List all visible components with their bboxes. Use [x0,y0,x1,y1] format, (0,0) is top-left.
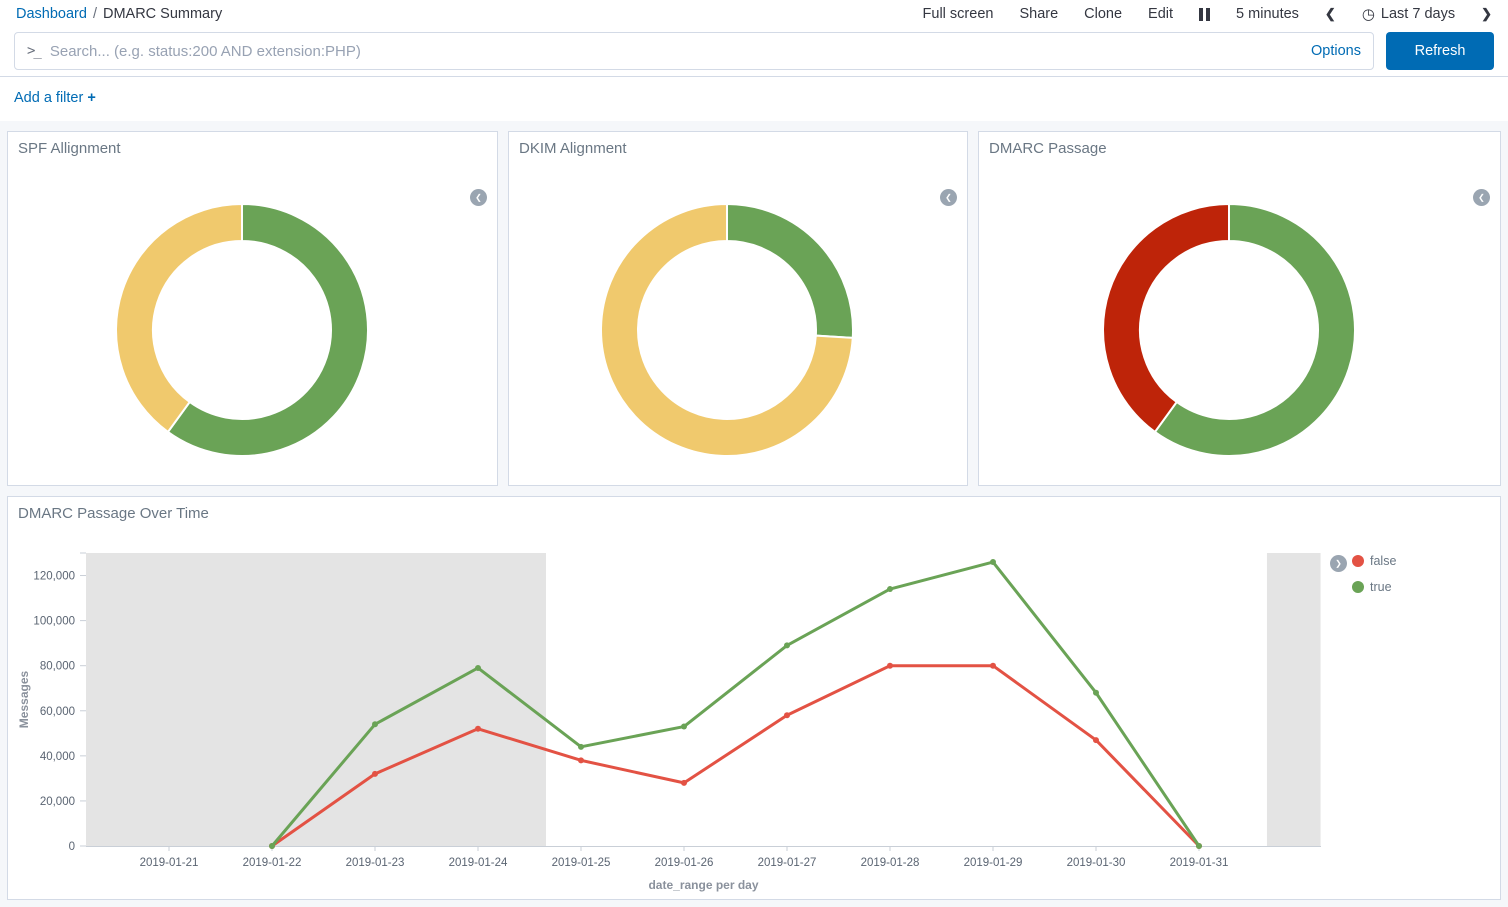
legend-item-false[interactable]: false [1352,554,1396,568]
query-bar: >_ Options Refresh [0,26,1508,77]
breadcrumb: Dashboard / DMARC Summary [16,6,222,22]
refresh-button[interactable]: Refresh [1386,32,1494,70]
svg-text:60,000: 60,000 [40,706,75,718]
chevron-left-icon: ❮ [945,193,952,202]
edit-button[interactable]: Edit [1148,6,1174,22]
dashboard-menu: Full screen Share Clone Edit 5 minutes ❮… [923,6,1492,22]
chevron-right-icon: ❯ [1335,559,1342,568]
legend-dot-false [1352,555,1364,567]
svg-text:date_range per day: date_range per day [648,878,758,892]
svg-text:40,000: 40,000 [40,751,75,763]
svg-text:2019-01-26: 2019-01-26 [655,857,714,869]
legend-toggle-button[interactable]: ❮ [1473,189,1490,206]
svg-text:2019-01-24: 2019-01-24 [449,857,508,869]
svg-text:100,000: 100,000 [33,616,75,628]
svg-text:2019-01-23: 2019-01-23 [346,857,405,869]
svg-text:2019-01-28: 2019-01-28 [861,857,920,869]
search-box: >_ Options [14,32,1374,70]
page-title: DMARC Summary [102,6,223,22]
chevron-left-icon: ❮ [475,193,482,202]
svg-text:2019-01-25: 2019-01-25 [552,857,611,869]
add-filter-link[interactable]: Add a filter + [14,90,96,106]
dmarc-over-time-line-chart[interactable]: 0 20,000 40,000 60,000 80,000 100,000 120,000 2… [8,537,1500,898]
dashboard-grid: SPF Allignment ❮ DKIM Alignment ❮ DMARC … [0,121,1508,907]
panel-dkim-alignment: DKIM Alignment ❮ [508,131,968,486]
svg-text:2019-01-30: 2019-01-30 [1067,857,1126,869]
panel-dmarc-passage-over-time: DMARC Passage Over Time 0 20,000 40,000 60,… [7,496,1501,900]
svg-text:20,000: 20,000 [40,796,75,808]
panel-spf-allignment: SPF Allignment ❮ [7,131,498,486]
time-range-button[interactable]: ◷ Last 7 days [1362,6,1455,22]
svg-text:120,000: 120,000 [33,571,75,583]
legend-label: true [1370,580,1392,594]
svg-text:2019-01-22: 2019-01-22 [243,857,302,869]
spf-donut-chart[interactable] [112,200,372,460]
panel-title: DKIM Alignment [519,140,627,157]
query-options-link[interactable]: Options [1311,43,1361,59]
time-range-label: Last 7 days [1380,6,1456,22]
panel-title: DMARC Passage Over Time [18,505,209,522]
chevron-left-icon: ❮ [1478,193,1485,202]
legend-dot-true [1352,581,1364,593]
search-input[interactable] [49,42,1302,60]
dmarc-donut-chart[interactable] [1099,200,1359,460]
dkim-donut-chart[interactable] [597,200,857,460]
breadcrumb-separator: / [92,6,97,22]
plus-icon: + [87,90,96,106]
svg-text:2019-01-31: 2019-01-31 [1170,857,1229,869]
query-prompt-icon: >_ [27,43,42,59]
legend-label: false [1370,554,1397,568]
clock-icon: ◷ [1361,5,1375,23]
legend-toggle-button[interactable]: ❯ [1330,555,1347,572]
svg-text:Messages: Messages [17,670,31,728]
panel-dmarc-passage: DMARC Passage ❮ [978,131,1501,486]
clone-button[interactable]: Clone [1084,6,1123,22]
refresh-interval-button[interactable]: 5 minutes [1236,6,1299,22]
panel-title: SPF Allignment [18,140,121,157]
legend-item-true[interactable]: true [1352,580,1392,594]
time-back-button[interactable]: ❮ [1324,6,1336,21]
time-forward-button[interactable]: ❯ [1481,6,1492,21]
filter-bar: Add a filter + [0,77,1508,121]
share-button[interactable]: Share [1019,6,1059,22]
breadcrumb-dashboard-link[interactable]: Dashboard [16,6,87,22]
svg-text:80,000: 80,000 [40,661,75,673]
full-screen-button[interactable]: Full screen [922,6,994,22]
panel-title: DMARC Passage [989,140,1107,157]
pause-icon[interactable] [1199,7,1211,21]
svg-text:2019-01-29: 2019-01-29 [964,857,1023,869]
top-navigation-bar: Dashboard / DMARC Summary Full screen Shar… [0,0,1508,26]
svg-text:2019-01-27: 2019-01-27 [758,857,817,869]
legend-toggle-button[interactable]: ❮ [470,189,487,206]
svg-text:2019-01-21: 2019-01-21 [140,857,199,869]
legend-toggle-button[interactable]: ❮ [940,189,957,206]
svg-text:0: 0 [69,841,75,853]
